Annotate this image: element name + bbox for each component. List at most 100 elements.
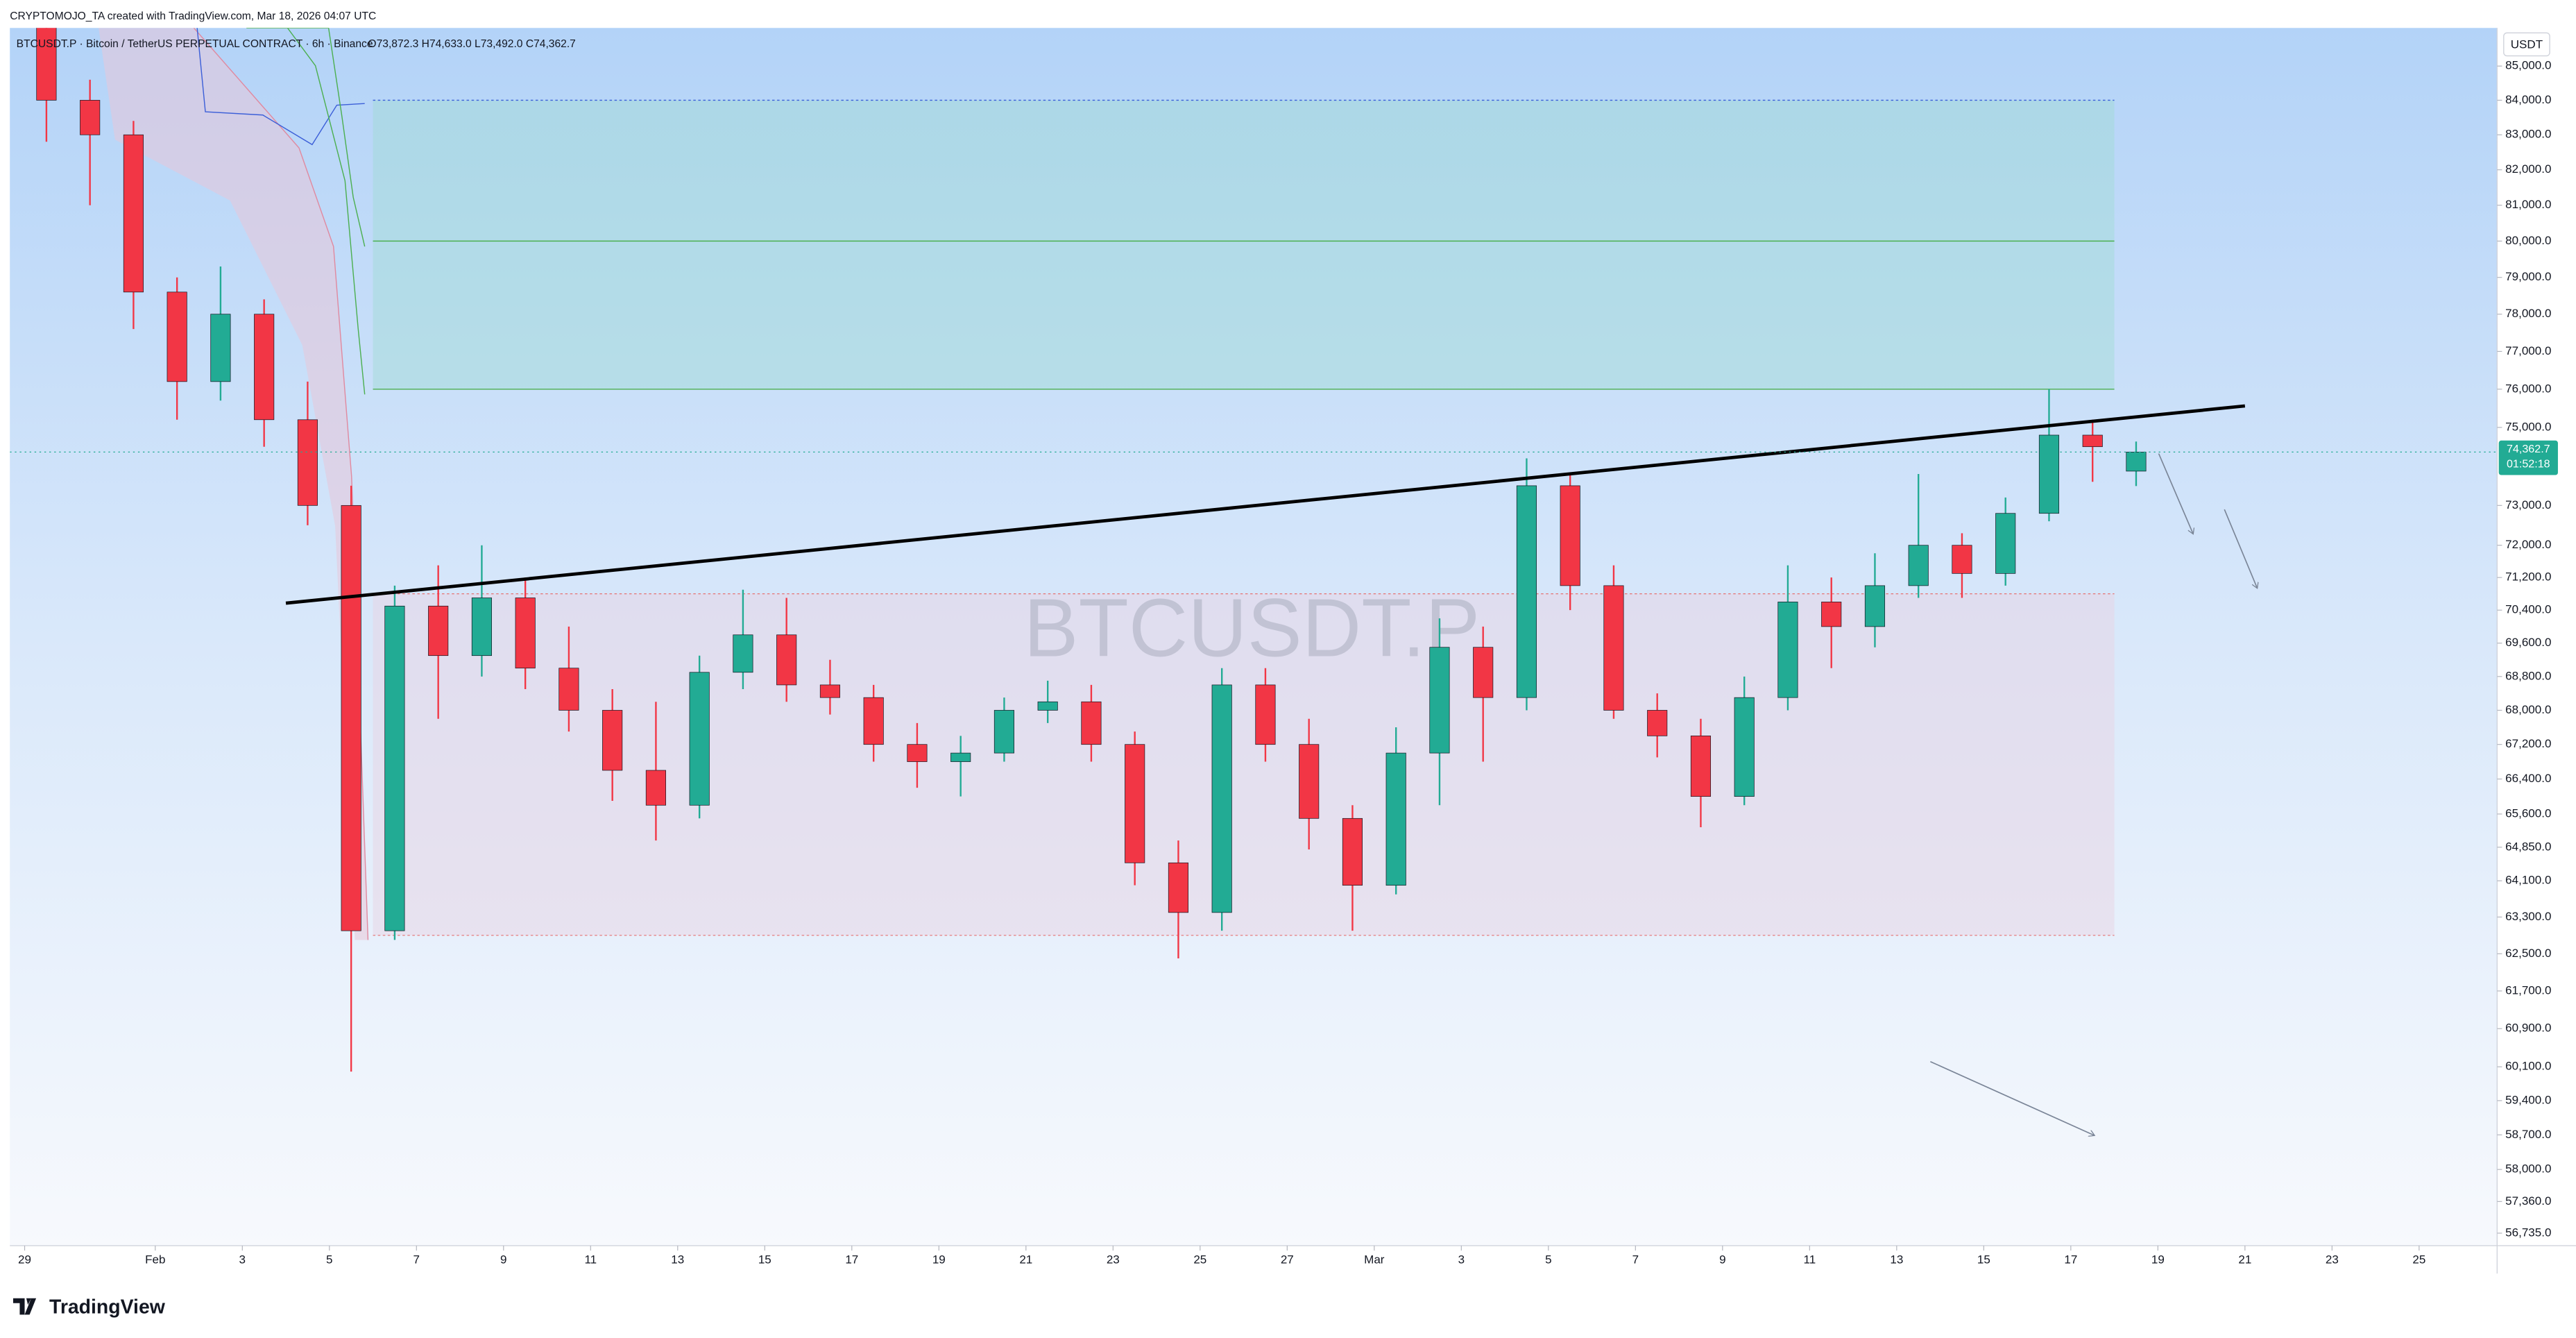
candle-body [1952,545,1972,574]
x-tick-label: 17 [845,1253,858,1267]
y-tick-label: 66,400.0 [2505,772,2551,785]
candle-body [1995,513,2016,574]
symbol: BTCUSDT.P · Bitcoin / TetherUS PERPETUAL… [17,38,373,50]
arrow [2224,509,2257,588]
currency: USDT [2511,38,2543,51]
candle-body [1516,485,1537,698]
candle-body [602,710,623,771]
candle-body [384,605,405,931]
trend [285,404,2246,605]
y-tick-label: 80,000.0 [2505,234,2551,247]
candle-body [1821,602,1842,627]
y-tick-label: 68,000.0 [2505,703,2551,716]
candle-body [1255,684,1276,745]
x-tick-label: 19 [932,1253,946,1267]
candle-body [776,634,797,686]
logo: TradingView [12,1296,166,1318]
x-tick-label: 11 [584,1253,597,1267]
candle-body [80,100,101,135]
y-tick-label: 85,000.0 [2505,59,2551,72]
x-tick-label: 13 [1890,1253,1903,1267]
candle-body [210,314,231,382]
y-tick-label: 64,850.0 [2505,840,2551,853]
candle-body [1560,485,1580,586]
x-tick-label: 9 [500,1253,506,1267]
x-tick-label: 7 [1632,1253,1639,1267]
candle-body [950,752,971,762]
candle-body [2082,434,2103,448]
watermark: BTCUSDT.P [1024,582,1481,674]
logo-text: TradingView [49,1296,166,1318]
candle-body [515,598,536,669]
y-tick-label: 58,000.0 [2505,1162,2551,1176]
candle-body [123,134,144,293]
logo-icon [12,1298,37,1315]
y-tick-label: 60,100.0 [2505,1060,2551,1073]
y-tick-label: 82,000.0 [2505,162,2551,176]
candle-body [1603,585,1624,711]
axes: 85,000.0 84,000.0 83,000.0 82,000.0 81,000.0… [10,59,2558,1267]
x-tick-label: 29 [18,1253,31,1267]
candle-body [297,419,318,506]
y-tick-label: 63,300.0 [2505,910,2551,923]
candle-body [36,28,57,101]
candle-body [1777,602,1798,698]
x-tick-label: 17 [2064,1253,2077,1267]
candle-body [733,634,753,673]
candle-body [1211,684,1232,913]
candle-body [2038,434,2060,514]
candle-body [428,605,449,657]
band-line [246,28,366,247]
y-tick-label: 64,100.0 [2505,874,2551,887]
x-tick-label: Mar [1364,1253,1385,1267]
y-tick-label: 62,500.0 [2505,947,2551,960]
candle-body [1385,752,1406,886]
candle-body [1299,744,1320,819]
band-line [196,28,365,146]
x-tick-label: 25 [1193,1253,1206,1267]
y-tick-label: 69,600.0 [2505,636,2551,649]
candle-body [1908,545,1929,586]
x-tick-label: 27 [1281,1253,1294,1267]
y-tick-label: 61,700.0 [2505,983,2551,997]
price-axis [2497,28,2576,1274]
x-tick-label: 25 [2412,1253,2425,1267]
target-zone [373,100,2115,389]
candle-body [167,291,187,382]
candle-body [1473,647,1494,698]
drawings [373,99,2115,936]
y-tick-label: 68,800.0 [2505,669,2551,682]
y-tick-label: 84,000.0 [2505,93,2551,106]
range-box [373,593,2115,935]
candle-body [1037,701,1058,711]
x-tick-label: 15 [758,1253,771,1267]
candle-body [558,668,579,711]
candle-body [645,770,666,806]
y-tick-label: 58,700.0 [2505,1128,2551,1141]
y-tick-label: 60,900.0 [2505,1022,2551,1035]
candle-body [907,744,928,762]
x-tick-label: 5 [1545,1253,1551,1267]
x-tick-label: 15 [1977,1253,1990,1267]
y-tick-label: 78,000.0 [2505,307,2551,320]
currency-box[interactable] [2503,32,2550,57]
candle-body [993,710,1014,754]
x-tick-label: 23 [2326,1253,2339,1267]
y-tick-label: 65,600.0 [2505,806,2551,820]
candle-body [689,672,710,806]
x-tick-label: 19 [2151,1253,2165,1267]
candle-body [1081,701,1102,745]
y-tick-label: 76,000.0 [2505,382,2551,395]
y-tick-label: 75,000.0 [2505,420,2551,433]
y-tick-label: 73,000.0 [2505,498,2551,511]
price-tag [2498,440,2558,475]
y-tick-label: 57,360.0 [2505,1194,2551,1208]
candle-body [819,684,840,698]
candle-body [341,505,361,931]
y-tick-label: 70,400.0 [2505,603,2551,616]
candle-body [254,314,275,421]
candle-body [1125,744,1145,863]
x-tick-label: 3 [239,1253,246,1267]
